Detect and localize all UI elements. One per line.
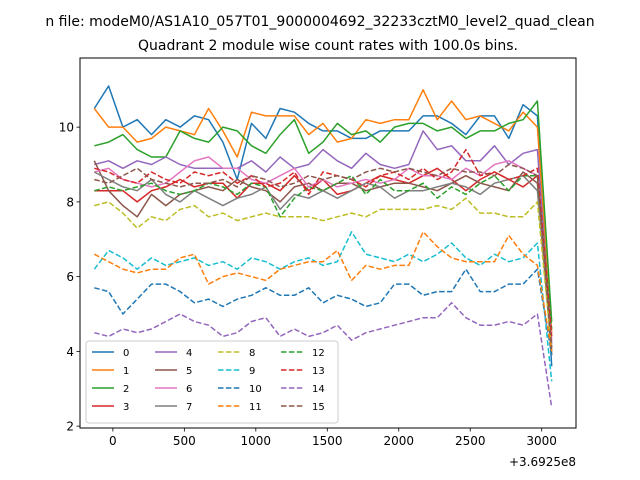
legend-label: 0: [123, 348, 129, 359]
series-line-12: [94, 174, 553, 330]
x-axis-ticks: 0 500 1000 1500 2000 2500 3000: [109, 428, 557, 448]
legend-item-3: 3: [92, 402, 129, 413]
legend-item-9: 9: [218, 366, 255, 377]
series-line-9: [93, 231, 553, 382]
legend-label: 14: [312, 384, 325, 395]
legend-item-6: 6: [155, 384, 192, 395]
legend-label: 1: [123, 366, 129, 377]
x-tick-label: 3000: [526, 434, 557, 448]
series-line-10: [94, 268, 553, 356]
legend-item-11: 11: [218, 402, 262, 413]
y-tick-label: 8: [66, 195, 74, 209]
legend-label: 11: [249, 402, 262, 413]
legend-label: 7: [186, 402, 192, 413]
x-tick-label: 2000: [383, 434, 414, 448]
y-tick-label: 6: [66, 270, 74, 284]
x-tick-label: 2500: [455, 434, 486, 448]
legend-frame: [85, 340, 339, 424]
series-line-0: [93, 85, 553, 367]
y-axis-ticks: 2 4 6 8 10: [59, 121, 80, 434]
legend-label: 4: [186, 348, 192, 359]
series-line-15: [94, 163, 553, 348]
legend-item-0: 0: [92, 348, 129, 359]
legend-label: 10: [249, 384, 262, 395]
x-tick-label: 500: [173, 434, 196, 448]
x-tick-label: 1500: [312, 434, 343, 448]
legend-item-2: 2: [92, 384, 129, 395]
series-line-1: [93, 89, 553, 333]
legend-label: 9: [249, 366, 255, 377]
series-line-14: [94, 302, 553, 408]
series-line-4: [94, 130, 553, 344]
legend-item-14: 14: [281, 384, 325, 395]
x-tick-label: 0: [109, 434, 117, 448]
legend-label: 2: [123, 384, 129, 395]
legend-item-10: 10: [218, 384, 262, 395]
y-tick-label: 10: [59, 121, 74, 135]
legend-item-8: 8: [218, 348, 255, 359]
legend-label: 5: [186, 366, 192, 377]
legend-item-5: 5: [155, 366, 192, 377]
series-layer: [93, 85, 553, 408]
legend-item-1: 1: [92, 366, 129, 377]
legend-label: 12: [312, 348, 325, 359]
series-line-13: [94, 148, 553, 337]
legend-item-7: 7: [155, 402, 192, 413]
legend-label: 3: [123, 402, 129, 413]
legend-label: 15: [312, 402, 325, 413]
legend-label: 13: [312, 366, 325, 377]
series-line-7: [93, 171, 553, 348]
x-offset-label: +3.6925e8: [509, 455, 576, 469]
y-tick-label: 2: [66, 420, 74, 434]
legend-item-4: 4: [155, 348, 192, 359]
legend-item-13: 13: [281, 366, 325, 377]
legend-label: 8: [249, 348, 255, 359]
y-tick-label: 4: [66, 345, 74, 359]
series-line-2: [94, 100, 553, 322]
series-line-8: [94, 197, 553, 352]
chart-suptitle: n file: modeM0/AS1A10_057T01_9000004692_…: [45, 14, 594, 30]
axes-frame: [79, 57, 577, 429]
series-line-11: [93, 231, 553, 352]
chart-title: Quadrant 2 module wise count rates with …: [138, 38, 518, 54]
legend-label: 6: [186, 384, 192, 395]
legend-item-12: 12: [281, 348, 325, 359]
x-tick-label: 1000: [241, 434, 272, 448]
legend-item-15: 15: [281, 402, 325, 413]
